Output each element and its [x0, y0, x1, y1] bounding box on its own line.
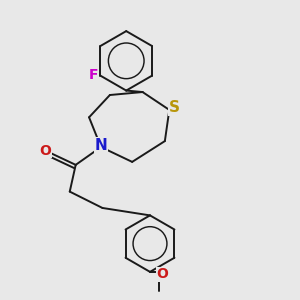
Text: F: F: [88, 68, 98, 82]
Text: O: O: [157, 267, 168, 281]
Text: N: N: [94, 138, 107, 153]
Text: O: O: [39, 144, 51, 158]
Text: S: S: [169, 100, 180, 115]
